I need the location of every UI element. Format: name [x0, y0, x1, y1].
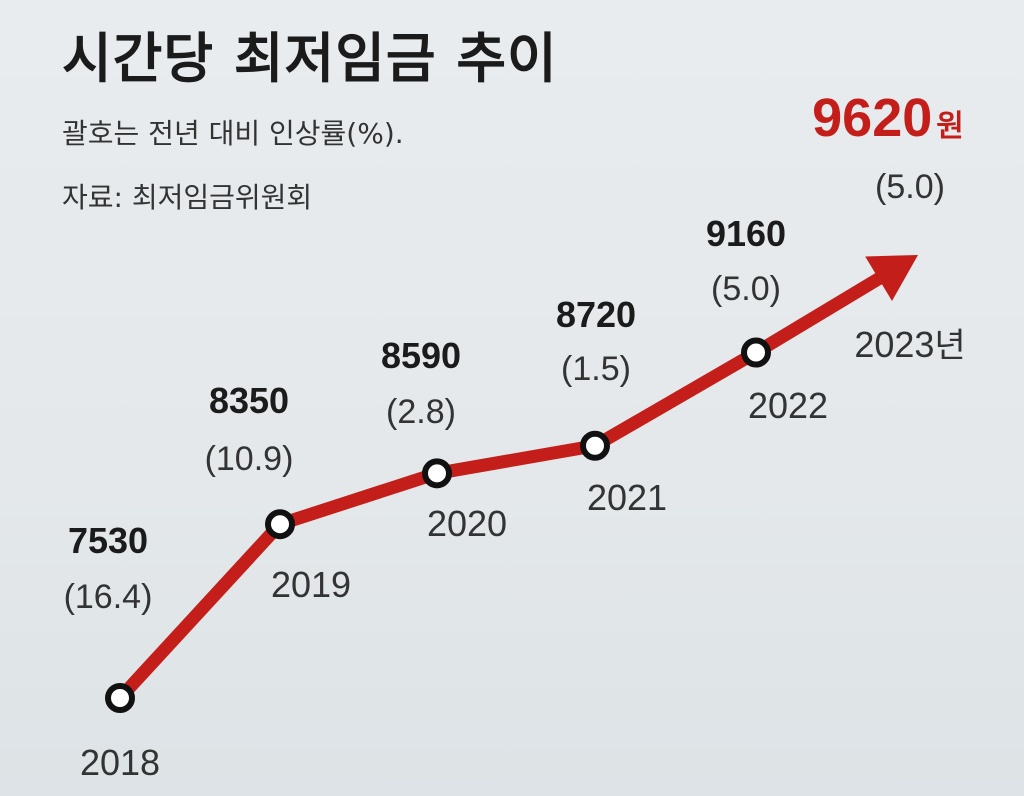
value-label-2019: 8350 [209, 380, 289, 421]
value-label-2021: 8720 [556, 294, 636, 335]
pct-label-2023: (5.0) [875, 168, 945, 206]
year-label-2018: 2018 [80, 742, 160, 783]
pct-label-2020: (2.8) [386, 393, 456, 431]
value-label-2023: 9620 원 [812, 88, 964, 148]
point-2022 [741, 337, 771, 368]
year-label-2023: 2023년 [854, 324, 965, 366]
value-label-2022: 9160 [706, 213, 786, 254]
year-label-2020: 2020 [427, 503, 507, 544]
chart-title: 시간당 최저임금 추이 [62, 27, 558, 90]
year-label-2019: 2019 [271, 564, 351, 605]
point-2021 [580, 430, 610, 461]
point-2020 [422, 458, 452, 489]
point-2019 [265, 509, 295, 540]
value-label-2018: 7530 [68, 520, 148, 561]
year-label-2021: 2021 [587, 477, 667, 518]
series-line [113, 270, 889, 705]
pct-label-2021: (1.5) [561, 350, 631, 388]
chart-source: 자료: 최저임금위원회 [62, 181, 313, 214]
year-unit-label: 년 [934, 326, 965, 366]
arrow-head [865, 255, 918, 301]
point-2018 [105, 683, 135, 713]
year-label-2022: 2022 [748, 385, 828, 426]
chart-subtitle: 괄호는 전년 대비 인상률(%). [62, 117, 404, 150]
value-label-2020: 8590 [381, 335, 461, 376]
pct-label-2022: (5.0) [711, 270, 781, 308]
pct-label-2018: (16.4) [64, 578, 153, 616]
pct-label-2019: (10.9) [205, 440, 294, 478]
value-unit-label: 원 [936, 109, 964, 144]
